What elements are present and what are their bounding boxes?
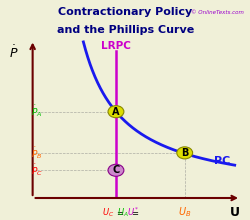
Text: $\dot{P}$: $\dot{P}$: [9, 44, 18, 61]
Text: B: B: [180, 148, 188, 158]
Text: $U_C$: $U_C$: [101, 206, 114, 218]
Text: $=$: $=$: [129, 208, 139, 217]
Text: Contractionary Policy: Contractionary Policy: [58, 7, 192, 16]
Text: $=$: $=$: [114, 208, 124, 217]
Circle shape: [108, 164, 124, 176]
Text: $\dot{P}_A$: $\dot{P}_A$: [30, 104, 42, 119]
Text: $U^*$: $U^*$: [127, 206, 139, 218]
Text: C: C: [112, 165, 119, 175]
Text: U: U: [229, 206, 239, 219]
Text: and the Phillips Curve: and the Phillips Curve: [57, 25, 193, 35]
Text: A: A: [112, 107, 119, 117]
Text: $\dot{P}_B$: $\dot{P}_B$: [30, 145, 42, 161]
Circle shape: [108, 106, 124, 118]
Text: PC: PC: [213, 156, 229, 166]
Text: © OnlineTexts.com: © OnlineTexts.com: [190, 10, 242, 15]
Text: $U_A$: $U_A$: [116, 206, 128, 218]
Text: LRPC: LRPC: [100, 41, 130, 51]
Circle shape: [176, 147, 192, 159]
Text: $U_B$: $U_B$: [177, 205, 191, 219]
Text: $\dot{P}_C$: $\dot{P}_C$: [30, 163, 42, 178]
